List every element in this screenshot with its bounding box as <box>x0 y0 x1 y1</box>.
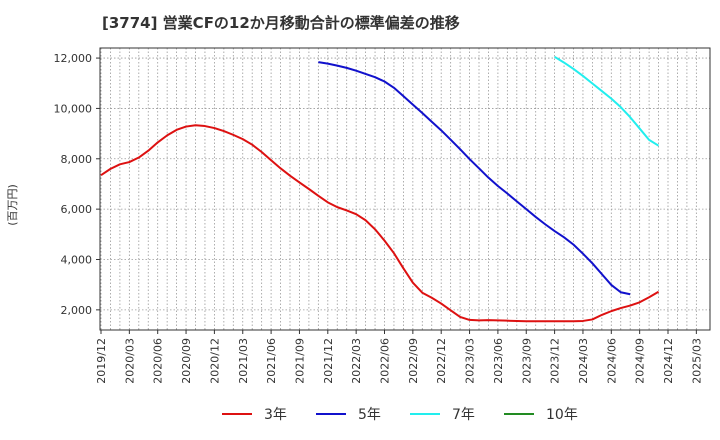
series-line-7年 <box>554 55 660 147</box>
series-line-5年 <box>318 61 631 296</box>
series-line-3年 <box>100 124 660 323</box>
legend-label: 3年 <box>264 407 287 423</box>
x-tick-label: 2022/03 <box>350 338 363 384</box>
x-tick-label: 2024/09 <box>634 338 647 384</box>
x-tick-label: 2022/12 <box>435 338 448 384</box>
y-tick-label: 12,000 <box>54 52 93 65</box>
y-axis-label: (百万円) <box>6 184 19 226</box>
x-tick-label: 2020/12 <box>208 338 221 384</box>
x-tick-label: 2021/03 <box>237 338 250 384</box>
plot-area-frame <box>99 47 711 331</box>
x-tick-label: 2024/06 <box>605 338 618 384</box>
x-axis-ticks: 2019/12 2020/03 2020/06 2020/09 2020/12 2021/… <box>95 330 703 384</box>
x-tick-label: 2022/09 <box>407 338 420 384</box>
x-tick-label: 2019/12 <box>95 338 108 384</box>
y-axis-ticks: 2,000 4,000 6,000 8,000 10,000 12,000 <box>54 52 100 317</box>
y-tick-label: 4,000 <box>61 254 93 267</box>
x-tick-label: 2024/03 <box>577 338 590 384</box>
x-tick-label: 2021/06 <box>265 338 278 384</box>
legend-label: 7年 <box>452 407 475 423</box>
x-tick-label: 2023/12 <box>549 338 562 384</box>
x-tick-label: 2024/12 <box>662 338 675 384</box>
x-tick-label: 2021/12 <box>322 338 335 384</box>
x-tick-label: 2020/03 <box>123 338 136 384</box>
legend-label: 10年 <box>546 407 578 423</box>
legend: 3年 5年 7年 10年 <box>222 407 578 423</box>
y-tick-label: 6,000 <box>61 203 93 216</box>
x-tick-label: 2020/06 <box>152 338 165 384</box>
y-tick-label: 2,000 <box>61 304 93 317</box>
x-tick-label: 2023/03 <box>464 338 477 384</box>
y-tick-label: 8,000 <box>61 153 93 166</box>
x-tick-label: 2021/09 <box>293 338 306 384</box>
x-tick-label: 2022/06 <box>379 338 392 384</box>
legend-label: 5年 <box>358 407 381 423</box>
grid <box>100 48 710 330</box>
x-tick-label: 2023/06 <box>492 338 505 384</box>
x-tick-label: 2025/03 <box>690 338 703 384</box>
x-tick-label: 2023/09 <box>520 338 533 384</box>
chart-title: [3774] 営業CFの12か月移動合計の標準偏差の推移 <box>102 14 460 32</box>
y-tick-label: 10,000 <box>54 102 93 115</box>
series-lines <box>100 55 660 323</box>
x-tick-label: 2020/09 <box>180 338 193 384</box>
